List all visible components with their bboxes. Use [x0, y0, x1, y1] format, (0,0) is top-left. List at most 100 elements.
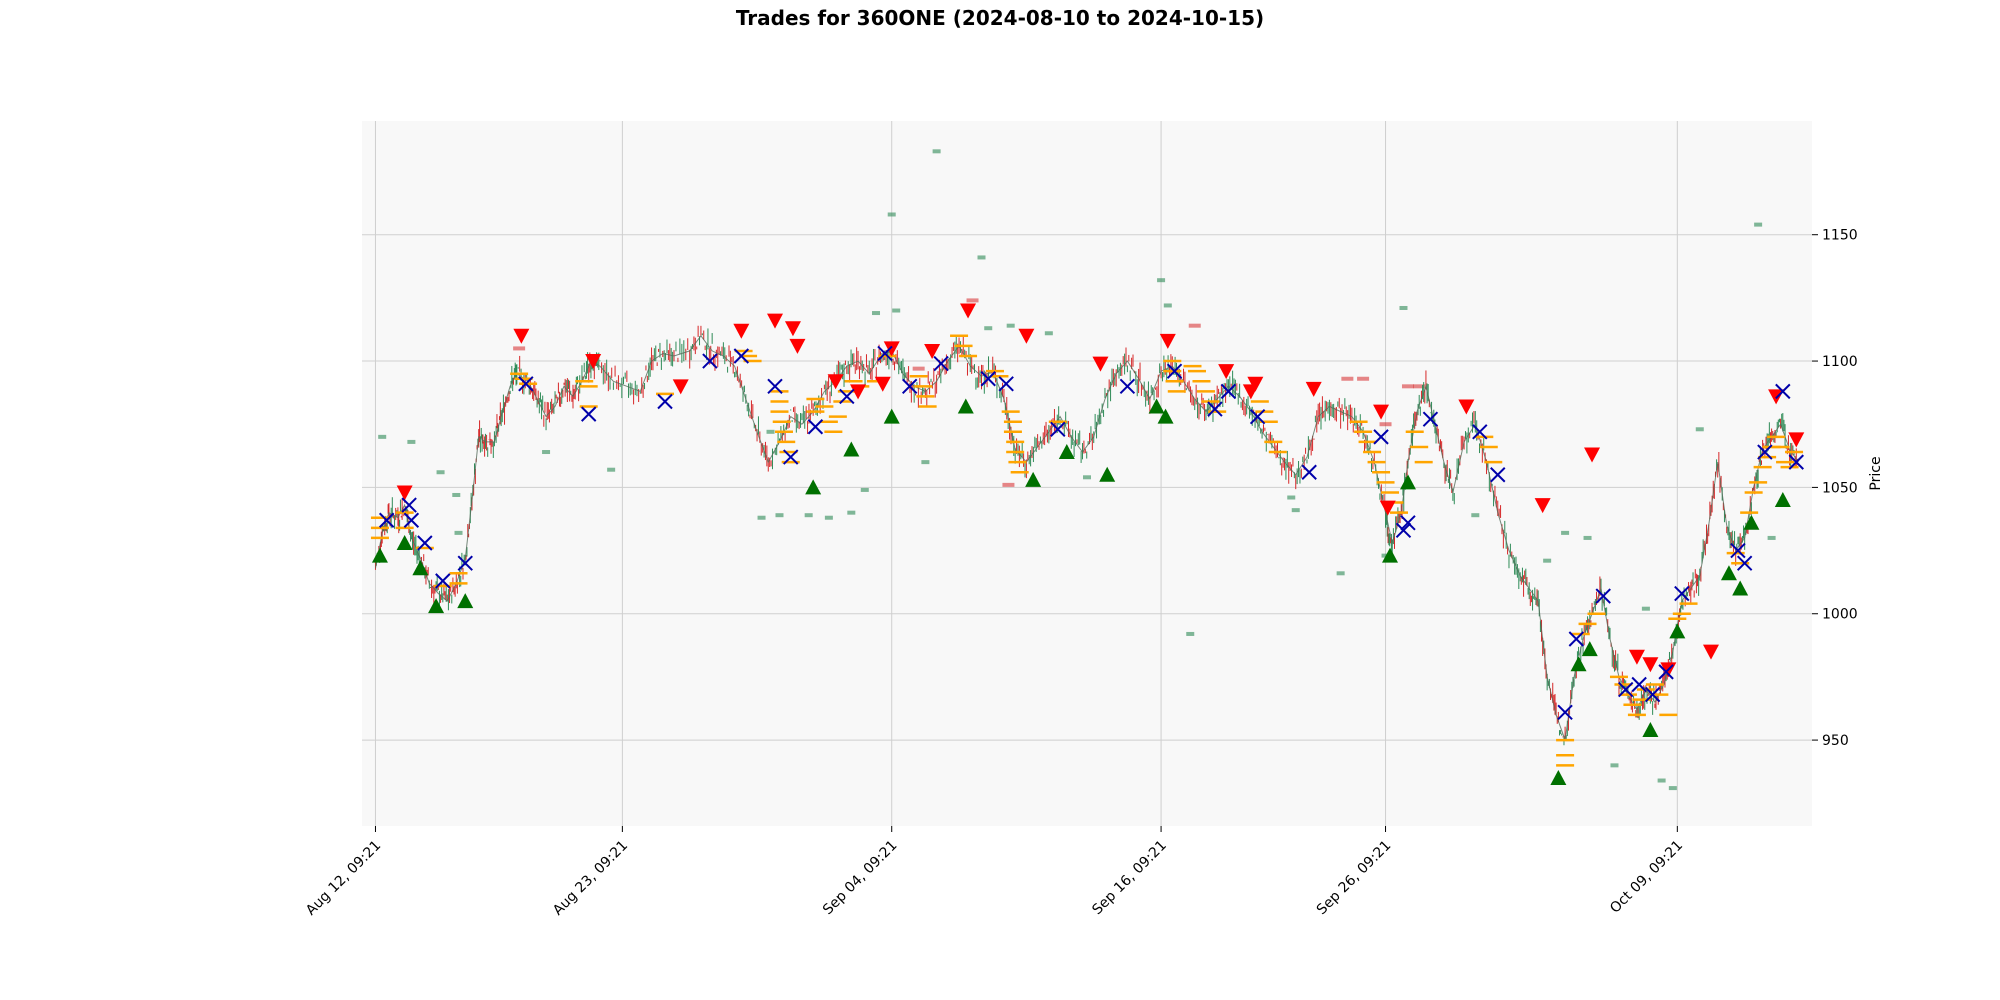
buy-zone-marker	[1641, 606, 1650, 611]
exit-marker	[403, 512, 420, 528]
buy-zone-marker	[921, 460, 930, 465]
exit-marker	[457, 555, 473, 571]
buy-marker	[1642, 721, 1659, 737]
sell-marker	[767, 313, 784, 329]
y-tick-label: 1100	[1822, 354, 1858, 370]
y-tick-label: 1000	[1822, 607, 1858, 623]
trade-markers	[371, 303, 1805, 785]
exit-marker	[733, 348, 750, 364]
exit-marker	[1617, 681, 1634, 698]
buy-marker	[396, 534, 413, 550]
sell-marker	[924, 343, 941, 359]
exit-marker	[401, 497, 417, 513]
sell-zone-marker	[513, 346, 526, 351]
buy-zone-marker	[1336, 571, 1345, 576]
exit-marker	[1119, 378, 1136, 395]
buy-marker	[371, 547, 388, 563]
buy-zone-marker	[607, 467, 616, 472]
exit-marker	[657, 393, 673, 410]
buy-zone-marker	[766, 429, 775, 434]
sell-marker	[672, 379, 689, 395]
buy-marker	[1732, 580, 1749, 596]
exit-marker	[1050, 421, 1066, 437]
exit-marker	[435, 573, 451, 589]
exit-marker	[1422, 411, 1439, 427]
sell-marker	[850, 384, 867, 400]
buy-zone-marker	[1006, 323, 1015, 328]
exit-marker	[1736, 555, 1753, 571]
sell-zone-marker	[1357, 376, 1370, 381]
buy-zone-marker	[984, 326, 993, 331]
exit-marker	[702, 353, 718, 369]
buy-zone-marker	[872, 311, 881, 316]
exit-marker	[933, 355, 949, 372]
sell-marker	[585, 354, 602, 370]
exit-marker	[1557, 704, 1573, 720]
y-tick-label: 1050	[1822, 480, 1858, 496]
buy-zone-marker	[804, 513, 813, 518]
buy-zone-marker	[1754, 222, 1763, 227]
sell-marker	[874, 376, 891, 392]
buy-marker	[1157, 408, 1174, 424]
buy-marker	[457, 593, 474, 609]
exit-marker	[1568, 631, 1585, 647]
buy-zone-marker	[378, 434, 387, 439]
price-line	[375, 334, 1799, 741]
x-tick-label: Sep 04, 09:21	[820, 838, 901, 919]
sell-zone-marker	[1188, 323, 1201, 328]
buy-zone-marker	[1163, 303, 1172, 308]
exit-marker	[1631, 676, 1647, 693]
buy-marker	[1774, 492, 1791, 508]
exit-marker	[1207, 401, 1223, 417]
y-tick-label: 950	[1822, 733, 1849, 749]
buy-marker	[1720, 565, 1737, 581]
exit-marker	[1249, 408, 1266, 425]
x-tick-label: Aug 12, 09:21	[303, 838, 384, 919]
exit-marker	[1472, 424, 1488, 440]
exit-marker	[1220, 383, 1237, 400]
exit-marker	[1788, 454, 1804, 470]
grid-lines	[362, 121, 1812, 826]
sell-marker	[1702, 644, 1719, 660]
x-tick-label: Oct 09, 09:21	[1607, 838, 1686, 917]
buy-zone-marker	[1381, 553, 1390, 558]
sell-marker	[396, 485, 413, 501]
buy-zone-marker	[407, 439, 416, 444]
sell-marker	[789, 338, 806, 354]
sell-marker	[1379, 500, 1396, 516]
exit-marker	[1301, 464, 1317, 480]
exit-marker	[767, 378, 783, 395]
buy-marker	[1669, 623, 1686, 639]
sell-marker	[733, 323, 750, 339]
buy-zone-marker	[824, 515, 833, 520]
sell-marker	[827, 374, 844, 390]
x-axis: Aug 12, 09:21 Aug 23, 09:21 Sep 04, 09:21 S…	[303, 826, 1686, 919]
buy-zone-marker	[977, 255, 986, 260]
sell-marker	[513, 328, 530, 344]
buy-marker	[1550, 769, 1567, 785]
buy-marker	[1743, 514, 1760, 530]
x-tick-label: Sep 16, 09:21	[1089, 838, 1170, 919]
buy-zone-marker	[847, 510, 856, 515]
plot-area	[362, 121, 1812, 826]
buy-marker	[883, 408, 900, 424]
exit-marker	[807, 419, 824, 435]
exit-marker	[980, 371, 996, 387]
exit-marker	[998, 376, 1014, 392]
sell-zone-marker	[1002, 482, 1015, 487]
sell-zone-marker	[1379, 422, 1392, 427]
buy-zone-marker	[436, 470, 445, 475]
sell-marker	[784, 321, 801, 337]
exit-marker	[1674, 585, 1690, 602]
sell-marker	[1534, 498, 1551, 514]
exit-marker	[1757, 444, 1773, 460]
buy-zone-marker	[1561, 530, 1570, 535]
exit-marker	[1373, 429, 1389, 445]
buy-zone-marker	[1543, 558, 1552, 563]
buy-zone-marker	[1583, 535, 1592, 540]
exit-marker	[783, 449, 799, 465]
chart-title: Trades for 360ONE (2024-08-10 to 2024-10…	[736, 6, 1264, 30]
buy-marker	[805, 479, 822, 495]
